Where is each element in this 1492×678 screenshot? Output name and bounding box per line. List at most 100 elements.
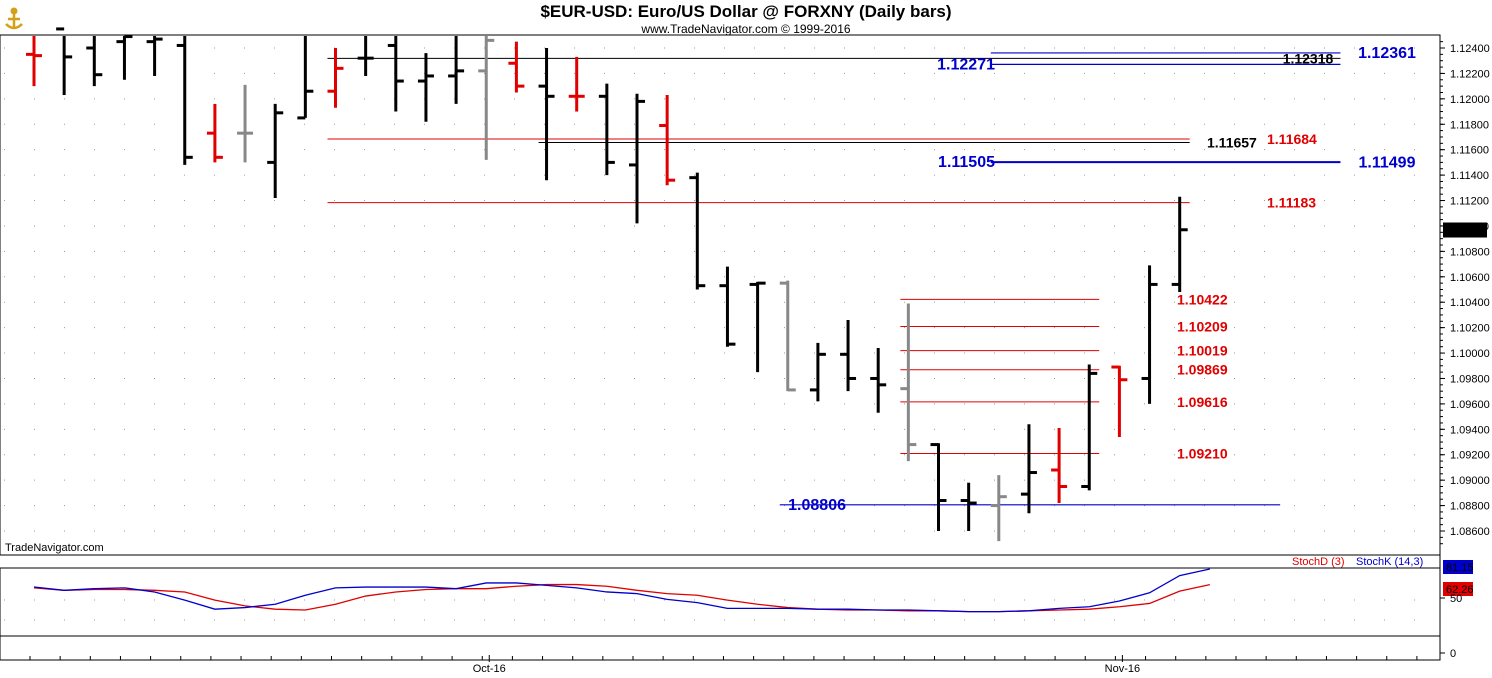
y-tick-label: 1.09600	[1450, 399, 1490, 411]
stochastic-lines	[33, 568, 1210, 613]
level-label: 1.10422	[1177, 291, 1228, 307]
ohlc-bar	[327, 48, 344, 108]
ohlc-bar	[749, 281, 766, 373]
level-label: 1.09210	[1177, 445, 1228, 461]
legend-stoch-k: StochK (14,3)	[1356, 556, 1423, 568]
level-label: 1.10019	[1177, 343, 1228, 359]
ohlc-bar	[1171, 196, 1188, 293]
last-price-label: 1.10968	[1446, 225, 1486, 237]
stoch-k-last-label: 81.15	[1446, 562, 1474, 574]
ohlc-bar	[297, 36, 314, 120]
ohlc-bar	[237, 84, 254, 163]
level-label: 1.12318	[1283, 50, 1334, 66]
ohlc-bar	[417, 53, 434, 122]
y-tick-label: 1.10000	[1450, 348, 1490, 360]
ohlc-bar	[900, 303, 917, 462]
ohlc-bar	[960, 482, 977, 531]
ohlc-bar	[86, 36, 103, 87]
stochastic-axis: 50 0	[1440, 593, 1462, 660]
y-tick-label: 1.08800	[1450, 501, 1490, 513]
level-label: 1.09869	[1177, 362, 1228, 378]
level-label: 1.11684	[1267, 131, 1317, 147]
ohlc-bar	[629, 93, 645, 224]
ohlc-bar	[538, 48, 555, 181]
level-label: 1.08806	[788, 497, 846, 514]
ohlc-bar	[870, 347, 887, 413]
level-label: 1.09616	[1177, 394, 1228, 410]
ohlc-bar	[56, 27, 73, 96]
ohlc-bar	[598, 83, 615, 176]
stochastic-panel-frame	[0, 567, 1441, 661]
y-tick-label: 1.11800	[1450, 119, 1489, 131]
stoch-d-last-label: 62.26	[1446, 584, 1474, 596]
level-label: 1.11505	[938, 154, 995, 171]
x-tick-label: Oct-16	[473, 663, 506, 675]
watermark: TradeNavigator.com	[5, 542, 104, 554]
stoch-tick-label: 50	[1450, 593, 1462, 605]
y-tick-label: 1.11600	[1450, 145, 1489, 157]
ohlc-bar	[508, 41, 525, 93]
y-tick-label: 1.10400	[1450, 297, 1490, 309]
y-tick-label: 1.12200	[1450, 68, 1490, 80]
ohlc-bar	[478, 36, 495, 160]
ohlc-bar	[387, 36, 404, 112]
level-label: 1.10209	[1177, 318, 1228, 334]
ohlc-bar	[779, 280, 796, 392]
level-label: 1.12271	[937, 56, 995, 73]
ohlc-bar	[116, 35, 133, 80]
logo-anchor-icon	[5, 7, 23, 30]
legend-stoch-d: StochD (3)	[1292, 556, 1345, 568]
chart-title: $EUR-USD: Euro/US Dollar @ FORXNY (Daily…	[540, 2, 951, 21]
y-tick-label: 1.10200	[1450, 323, 1490, 335]
ohlc-bar	[267, 103, 284, 198]
x-tick-label: Nov-16	[1105, 663, 1140, 675]
y-tick-label: 1.12400	[1450, 43, 1490, 55]
level-label: 1.11183	[1267, 195, 1316, 211]
stoch-k-last-tag: 81.15	[1443, 560, 1474, 574]
last-price-tag: 1.10968	[1443, 222, 1487, 238]
y-tick-label: 1.08600	[1450, 526, 1490, 538]
ohlc-bar	[26, 36, 42, 87]
ohlc-bar	[930, 443, 947, 531]
stoch-k-line	[33, 568, 1210, 613]
price-axis: 1.12400 1.12200 1.12000 1.11800 1.11600 1.114…	[1440, 41, 1490, 545]
ohlc-bar	[176, 36, 193, 165]
y-tick-label: 1.11200	[1450, 196, 1489, 208]
ohlc-bar	[840, 320, 857, 392]
y-tick-label: 1.11400	[1450, 170, 1489, 182]
ohlc-bar	[659, 95, 676, 186]
y-tick-label: 1.09400	[1450, 424, 1490, 436]
y-tick-label: 1.10800	[1450, 246, 1490, 258]
ohlc-bar	[1081, 364, 1098, 491]
ohlc-bar	[1020, 424, 1037, 514]
ohlc-bar	[357, 36, 374, 76]
ohlc-bar	[990, 475, 1007, 542]
stoch-tick-label: 0	[1450, 648, 1456, 660]
ohlc-bar	[689, 172, 706, 290]
y-tick-label: 1.12000	[1450, 94, 1490, 106]
ohlc-bar	[1111, 365, 1128, 437]
ohlc-bar	[568, 56, 585, 112]
price-levels	[327, 52, 1341, 506]
chart-subtitle: www.TradeNavigator.com © 1999-2016	[640, 22, 850, 36]
y-tick-label: 1.10600	[1450, 272, 1490, 284]
x-axis: Oct-16 Nov-16	[0, 655, 1440, 675]
price-bars	[26, 27, 1188, 542]
y-tick-label: 1.09000	[1450, 475, 1490, 487]
price-panel-frame	[0, 34, 1441, 556]
ohlc-bar	[146, 36, 163, 76]
ohlc-bar	[719, 266, 736, 347]
level-label: 1.12361	[1358, 45, 1416, 62]
ohlc-bar	[448, 36, 465, 104]
ohlc-bar	[1141, 265, 1158, 404]
level-label: 1.11499	[1359, 155, 1416, 172]
ohlc-bar	[206, 103, 223, 163]
level-label: 1.11657	[1207, 134, 1257, 150]
price-level-labels: 1.12361 1.12318 1.12271 1.11684 1.11657 1.115…	[788, 45, 1416, 514]
ohlc-bar	[809, 342, 826, 402]
stoch-d-last-tag: 62.26	[1443, 582, 1474, 596]
y-tick-label: 1.09200	[1450, 450, 1490, 462]
ohlc-bar	[1051, 428, 1068, 504]
y-tick-label: 1.09800	[1450, 373, 1490, 385]
